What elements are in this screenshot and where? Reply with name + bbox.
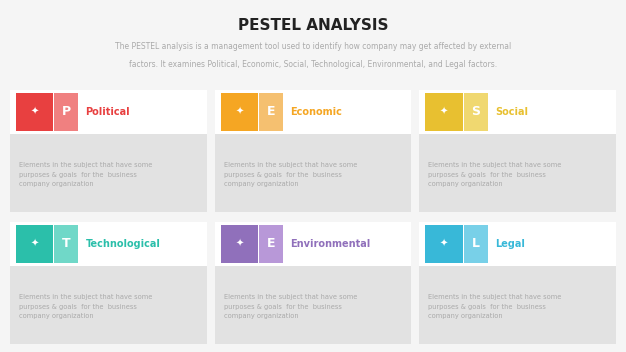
- Text: factors. It examines Political, Economic, Social, Technological, Environmental, : factors. It examines Political, Economic…: [129, 60, 497, 69]
- FancyBboxPatch shape: [464, 225, 488, 263]
- FancyBboxPatch shape: [54, 93, 78, 131]
- FancyBboxPatch shape: [10, 90, 207, 134]
- FancyBboxPatch shape: [221, 225, 258, 263]
- Text: ✦: ✦: [440, 239, 448, 249]
- Text: PESTEL ANALYSIS: PESTEL ANALYSIS: [238, 18, 388, 33]
- Text: Political: Political: [86, 107, 130, 117]
- Text: T: T: [62, 238, 71, 251]
- Text: Elements in the subject that have some
purposes & goals  for the  business
compa: Elements in the subject that have some p…: [19, 294, 152, 319]
- FancyBboxPatch shape: [419, 222, 616, 266]
- FancyBboxPatch shape: [259, 225, 283, 263]
- Text: E: E: [267, 106, 275, 119]
- FancyBboxPatch shape: [215, 222, 411, 344]
- Text: ✦: ✦: [31, 107, 39, 117]
- Text: ✦: ✦: [235, 239, 244, 249]
- FancyBboxPatch shape: [215, 90, 411, 134]
- Text: ✦: ✦: [440, 107, 448, 117]
- Text: Economic: Economic: [290, 107, 342, 117]
- FancyBboxPatch shape: [10, 222, 207, 266]
- Text: L: L: [472, 238, 480, 251]
- FancyBboxPatch shape: [419, 90, 616, 134]
- FancyBboxPatch shape: [221, 93, 258, 131]
- Text: P: P: [62, 106, 71, 119]
- FancyBboxPatch shape: [16, 225, 53, 263]
- FancyBboxPatch shape: [10, 90, 207, 212]
- FancyBboxPatch shape: [10, 222, 207, 344]
- FancyBboxPatch shape: [464, 93, 488, 131]
- Text: Elements in the subject that have some
purposes & goals  for the  business
compa: Elements in the subject that have some p…: [428, 294, 562, 319]
- Text: S: S: [471, 106, 480, 119]
- Text: ✦: ✦: [31, 239, 39, 249]
- Text: Environmental: Environmental: [290, 239, 371, 249]
- Text: ✦: ✦: [235, 107, 244, 117]
- Text: Elements in the subject that have some
purposes & goals  for the  business
compa: Elements in the subject that have some p…: [223, 294, 357, 319]
- Text: The PESTEL analysis is a management tool used to identify how company may get af: The PESTEL analysis is a management tool…: [115, 42, 511, 51]
- FancyBboxPatch shape: [425, 225, 463, 263]
- FancyBboxPatch shape: [425, 93, 463, 131]
- Text: Legal: Legal: [495, 239, 525, 249]
- FancyBboxPatch shape: [215, 222, 411, 266]
- Text: Technological: Technological: [86, 239, 160, 249]
- FancyBboxPatch shape: [16, 93, 53, 131]
- Text: Social: Social: [495, 107, 528, 117]
- FancyBboxPatch shape: [419, 90, 616, 212]
- FancyBboxPatch shape: [54, 225, 78, 263]
- Text: Elements in the subject that have some
purposes & goals  for the  business
compa: Elements in the subject that have some p…: [223, 162, 357, 187]
- FancyBboxPatch shape: [419, 222, 616, 344]
- FancyBboxPatch shape: [259, 93, 283, 131]
- Text: E: E: [267, 238, 275, 251]
- FancyBboxPatch shape: [215, 90, 411, 212]
- Text: Elements in the subject that have some
purposes & goals  for the  business
compa: Elements in the subject that have some p…: [19, 162, 152, 187]
- Text: Elements in the subject that have some
purposes & goals  for the  business
compa: Elements in the subject that have some p…: [428, 162, 562, 187]
